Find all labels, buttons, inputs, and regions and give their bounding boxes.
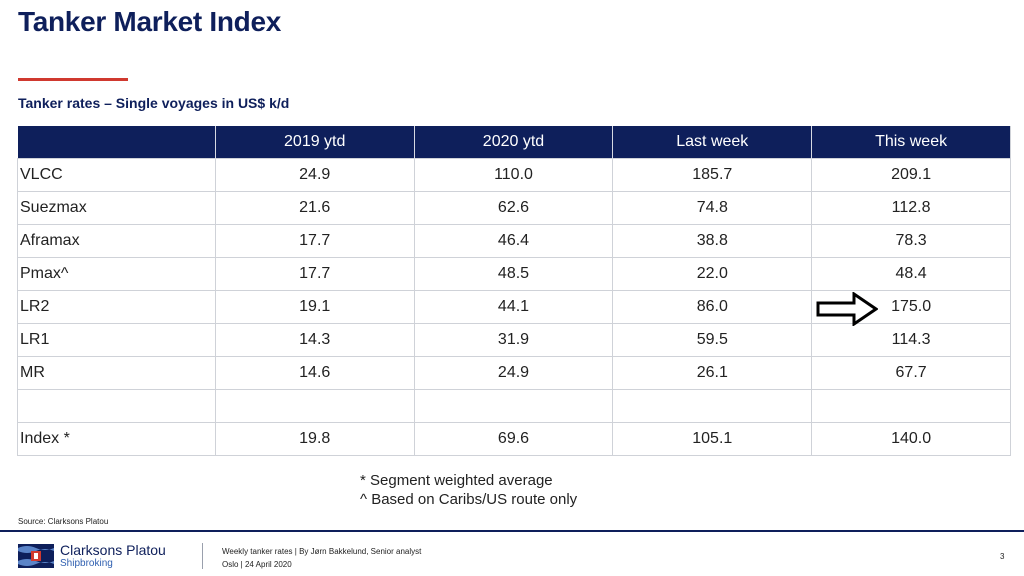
cell-value: 31.9	[413, 322, 613, 356]
cell-value: 114.3	[811, 322, 1011, 356]
row-label: MR	[17, 355, 216, 389]
page-number: 3	[1000, 552, 1005, 561]
cell-value: 62.6	[413, 190, 613, 224]
cell-value: 185.7	[612, 157, 812, 191]
cell-value: 24.9	[413, 355, 613, 389]
cell-value: 21.6	[214, 190, 415, 224]
footer-divider-line	[0, 530, 1024, 532]
cell-value	[811, 388, 1011, 422]
header-cell-blank	[17, 126, 216, 158]
cell-value: 19.1	[214, 289, 415, 323]
note-caribs-route: ^ Based on Caribs/US route only	[360, 491, 578, 508]
row-label: VLCC	[17, 157, 216, 191]
cell-value: 78.3	[811, 223, 1011, 257]
cell-value	[612, 388, 812, 422]
tanker-rates-table: 2019 ytd 2020 ytd Last week This week VL…	[17, 126, 1011, 456]
table-row-suezmax: Suezmax 21.6 62.6 74.8 112.8	[17, 190, 1011, 224]
cell-value: 44.1	[413, 289, 613, 323]
row-label: Index *	[17, 421, 216, 456]
cell-value: 14.3	[214, 322, 415, 356]
cell-value: 74.8	[612, 190, 812, 224]
cell-value: 48.5	[413, 256, 613, 290]
company-logo: Clarksons Platou Shipbroking	[18, 543, 166, 569]
header-cell-2020-ytd: 2020 ytd	[413, 126, 613, 158]
cell-value	[413, 388, 613, 422]
company-name: Clarksons Platou	[60, 542, 166, 558]
company-division: Shipbroking	[60, 558, 113, 569]
cell-value: 46.4	[413, 223, 613, 257]
cell-value: 22.0	[612, 256, 812, 290]
row-label	[17, 388, 216, 422]
table-subtitle: Tanker rates – Single voyages in US$ k/d	[18, 95, 290, 111]
cell-value: 48.4	[811, 256, 1011, 290]
header-cell-last-week: Last week	[612, 126, 812, 158]
cell-value: 17.7	[214, 223, 415, 257]
header-cell-this-week: This week	[811, 126, 1011, 158]
table-row-aframax: Aframax 17.7 46.4 38.8 78.3	[17, 223, 1011, 257]
cell-value: 112.8	[811, 190, 1011, 224]
row-label: LR2	[17, 289, 216, 323]
table-row-index: Index * 19.8 69.6 105.1 140.0	[17, 421, 1011, 456]
table-row-vlcc: VLCC 24.9 110.0 185.7 209.1	[17, 157, 1011, 191]
cell-value: 14.6	[214, 355, 415, 389]
footer-date-line: Oslo | 24 April 2020	[222, 560, 292, 569]
cell-value: 59.5	[612, 322, 812, 356]
cell-value: 86.0	[612, 289, 812, 323]
row-label: Pmax^	[17, 256, 216, 290]
footer-report-line: Weekly tanker rates | By Jørn Bakkelund,…	[222, 547, 422, 556]
table-row-mr: MR 14.6 24.9 26.1 67.7	[17, 355, 1011, 389]
header-cell-2019-ytd: 2019 ytd	[214, 126, 415, 158]
clarksons-logo-icon	[18, 544, 54, 568]
row-label: Suezmax	[17, 190, 216, 224]
row-label: LR1	[17, 322, 216, 356]
cell-value: 110.0	[413, 157, 613, 191]
table-row-spacer	[17, 388, 1011, 422]
cell-value: 105.1	[612, 421, 812, 456]
cell-value: 19.8	[214, 421, 415, 456]
table-header-row: 2019 ytd 2020 ytd Last week This week	[17, 126, 1011, 158]
cell-value: 140.0	[811, 421, 1011, 456]
footer-info: Weekly tanker rates | By Jørn Bakkelund,…	[222, 545, 421, 571]
cell-value: 26.1	[612, 355, 812, 389]
cell-value	[214, 388, 415, 422]
table-notes: * Segment weighted average ^ Based on Ca…	[360, 471, 577, 509]
cell-value: 67.7	[811, 355, 1011, 389]
source-note: Source: Clarksons Platou	[18, 517, 109, 526]
cell-value: 38.8	[612, 223, 812, 257]
footer-vertical-divider	[202, 543, 203, 569]
row-label: Aframax	[17, 223, 216, 257]
table-row-lr1: LR1 14.3 31.9 59.5 114.3	[17, 322, 1011, 356]
note-segment-weighted: * Segment weighted average	[360, 472, 553, 489]
cell-value: 24.9	[214, 157, 415, 191]
cell-value: 17.7	[214, 256, 415, 290]
table-row-pmax: Pmax^ 17.7 48.5 22.0 48.4	[17, 256, 1011, 290]
cell-value: 69.6	[413, 421, 613, 456]
title-accent-line	[18, 78, 128, 81]
cell-value: 209.1	[811, 157, 1011, 191]
right-arrow-icon	[816, 292, 878, 326]
page-title: Tanker Market Index	[18, 6, 281, 37]
